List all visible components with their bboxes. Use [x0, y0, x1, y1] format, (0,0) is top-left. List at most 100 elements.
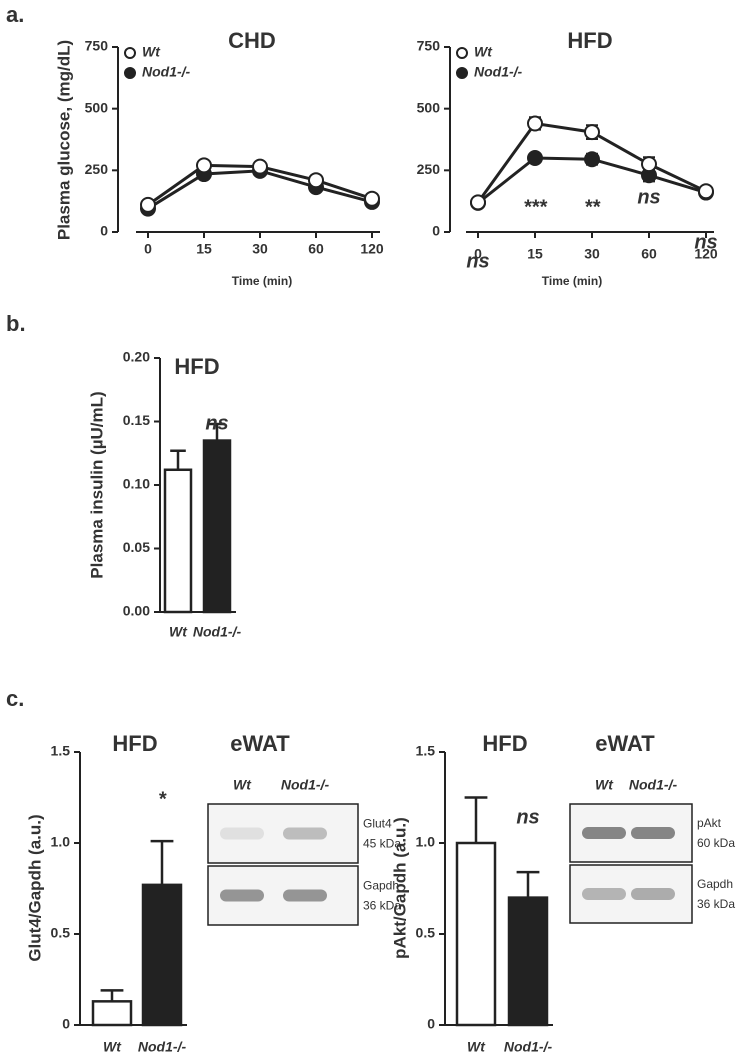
chart-title: HFD — [174, 354, 219, 379]
data-point — [196, 157, 212, 174]
band-label: Gapdh — [697, 877, 733, 891]
legend-marker — [124, 47, 136, 59]
x-axis-label: Time (min) — [542, 274, 602, 288]
y-tick-label: 750 — [85, 38, 109, 54]
error-bar — [464, 796, 488, 843]
legend-label: Wt — [474, 44, 493, 60]
x-tick-label: 30 — [252, 241, 268, 257]
x-tick-label: Nod1-/- — [138, 1039, 187, 1055]
significance-label: ns — [205, 412, 228, 434]
significance-label: ** — [584, 196, 601, 218]
data-point — [641, 156, 657, 173]
y-tick-label: 1.0 — [416, 834, 436, 850]
significance-label: * — [158, 788, 167, 810]
x-tick-label: Wt — [103, 1039, 122, 1055]
y-tick-label: 500 — [417, 99, 441, 115]
y-axis-label: Glut4/Gapdh (a.u.) — [25, 814, 44, 961]
blot-frame — [569, 864, 693, 924]
chart-title: HFD — [112, 731, 157, 756]
x-tick-label: Wt — [467, 1039, 486, 1055]
data-point — [308, 172, 324, 189]
chart-title: HFD — [482, 731, 527, 756]
band-label: 36 kDa — [363, 899, 401, 913]
y-tick-label: 0.5 — [51, 925, 71, 941]
data-point — [470, 194, 486, 211]
y-tick-label: 250 — [85, 161, 109, 177]
legend-marker — [456, 67, 468, 79]
blot-band — [582, 827, 626, 839]
x-tick-label: 60 — [641, 246, 657, 262]
y-tick-label: 0.5 — [416, 925, 436, 941]
error-bar — [100, 989, 124, 1002]
y-tick-label: 1.0 — [51, 834, 71, 850]
panel-label: c. — [6, 686, 24, 711]
x-tick-label: Nod1-/- — [504, 1039, 553, 1055]
y-axis-label: pAkt/Gapdh (a.u.) — [390, 817, 409, 959]
blot-band — [582, 888, 626, 900]
bar — [163, 468, 193, 614]
data-point — [140, 196, 156, 213]
x-tick-label: 15 — [196, 241, 212, 257]
y-tick-label: 0.05 — [123, 539, 150, 555]
y-tick-label: 250 — [417, 161, 441, 177]
x-axis-label: Time (min) — [232, 274, 292, 288]
data-point — [364, 190, 380, 207]
x-tick-label: 30 — [584, 246, 600, 262]
significance-label: ns — [694, 231, 717, 253]
significance-label: ns — [466, 250, 489, 272]
x-tick-label: 120 — [360, 241, 384, 257]
significance-label: ns — [516, 806, 539, 828]
y-tick-label: 0 — [432, 223, 440, 239]
bar — [141, 883, 183, 1027]
blot-title: eWAT — [230, 731, 290, 756]
y-tick-label: 0.00 — [123, 603, 150, 619]
y-tick-label: 1.5 — [416, 743, 436, 759]
y-axis-label: Plasma insulin (µU/mL) — [87, 391, 106, 578]
band-label: 36 kDa — [697, 897, 735, 911]
y-tick-label: 0.20 — [123, 349, 150, 365]
y-tick-label: 1.5 — [51, 743, 71, 759]
legend-label: Nod1-/- — [142, 64, 191, 80]
panel-label: b. — [6, 311, 26, 336]
x-tick-label: Wt — [169, 624, 188, 640]
blot-frame — [207, 803, 359, 864]
error-bar — [516, 870, 540, 898]
panel-label: a. — [6, 2, 24, 27]
significance-label: *** — [523, 196, 548, 218]
lane-label: Nod1-/- — [281, 777, 330, 793]
y-tick-label: 0.10 — [123, 476, 150, 492]
band-label: 45 kDa — [363, 837, 401, 851]
y-tick-label: 0 — [427, 1016, 435, 1032]
band-label: Gapdh — [363, 879, 399, 893]
x-tick-label: 0 — [144, 241, 152, 257]
y-axis-label: Plasma glucose, (mg/dL) — [54, 40, 73, 240]
blot-band — [220, 827, 264, 840]
x-tick-label: 0 — [474, 246, 482, 262]
legend-label: Wt — [142, 44, 161, 60]
legend-marker — [456, 47, 468, 59]
error-bar — [209, 422, 225, 441]
y-tick-label: 0 — [100, 223, 108, 239]
error-bar — [150, 839, 174, 885]
x-tick-label: 60 — [308, 241, 324, 257]
y-tick-label: 0 — [62, 1016, 70, 1032]
blot-title: eWAT — [595, 731, 655, 756]
bar — [91, 1000, 133, 1027]
y-tick-label: 500 — [85, 99, 109, 115]
blot-band — [283, 827, 327, 840]
lane-label: Wt — [233, 777, 252, 793]
x-tick-label: 15 — [527, 246, 543, 262]
lane-label: Nod1-/- — [629, 777, 678, 793]
x-tick-label: 120 — [694, 246, 718, 262]
bar — [507, 896, 549, 1027]
chart-title: HFD — [567, 28, 612, 53]
data-point — [584, 124, 600, 141]
band-label: pAkt — [697, 816, 722, 830]
data-point — [698, 183, 714, 200]
error-bar — [170, 449, 186, 470]
blot-band — [631, 888, 675, 900]
significance-label: ns — [637, 186, 660, 208]
band-label: Glut4 — [363, 817, 392, 831]
data-point — [527, 115, 543, 132]
